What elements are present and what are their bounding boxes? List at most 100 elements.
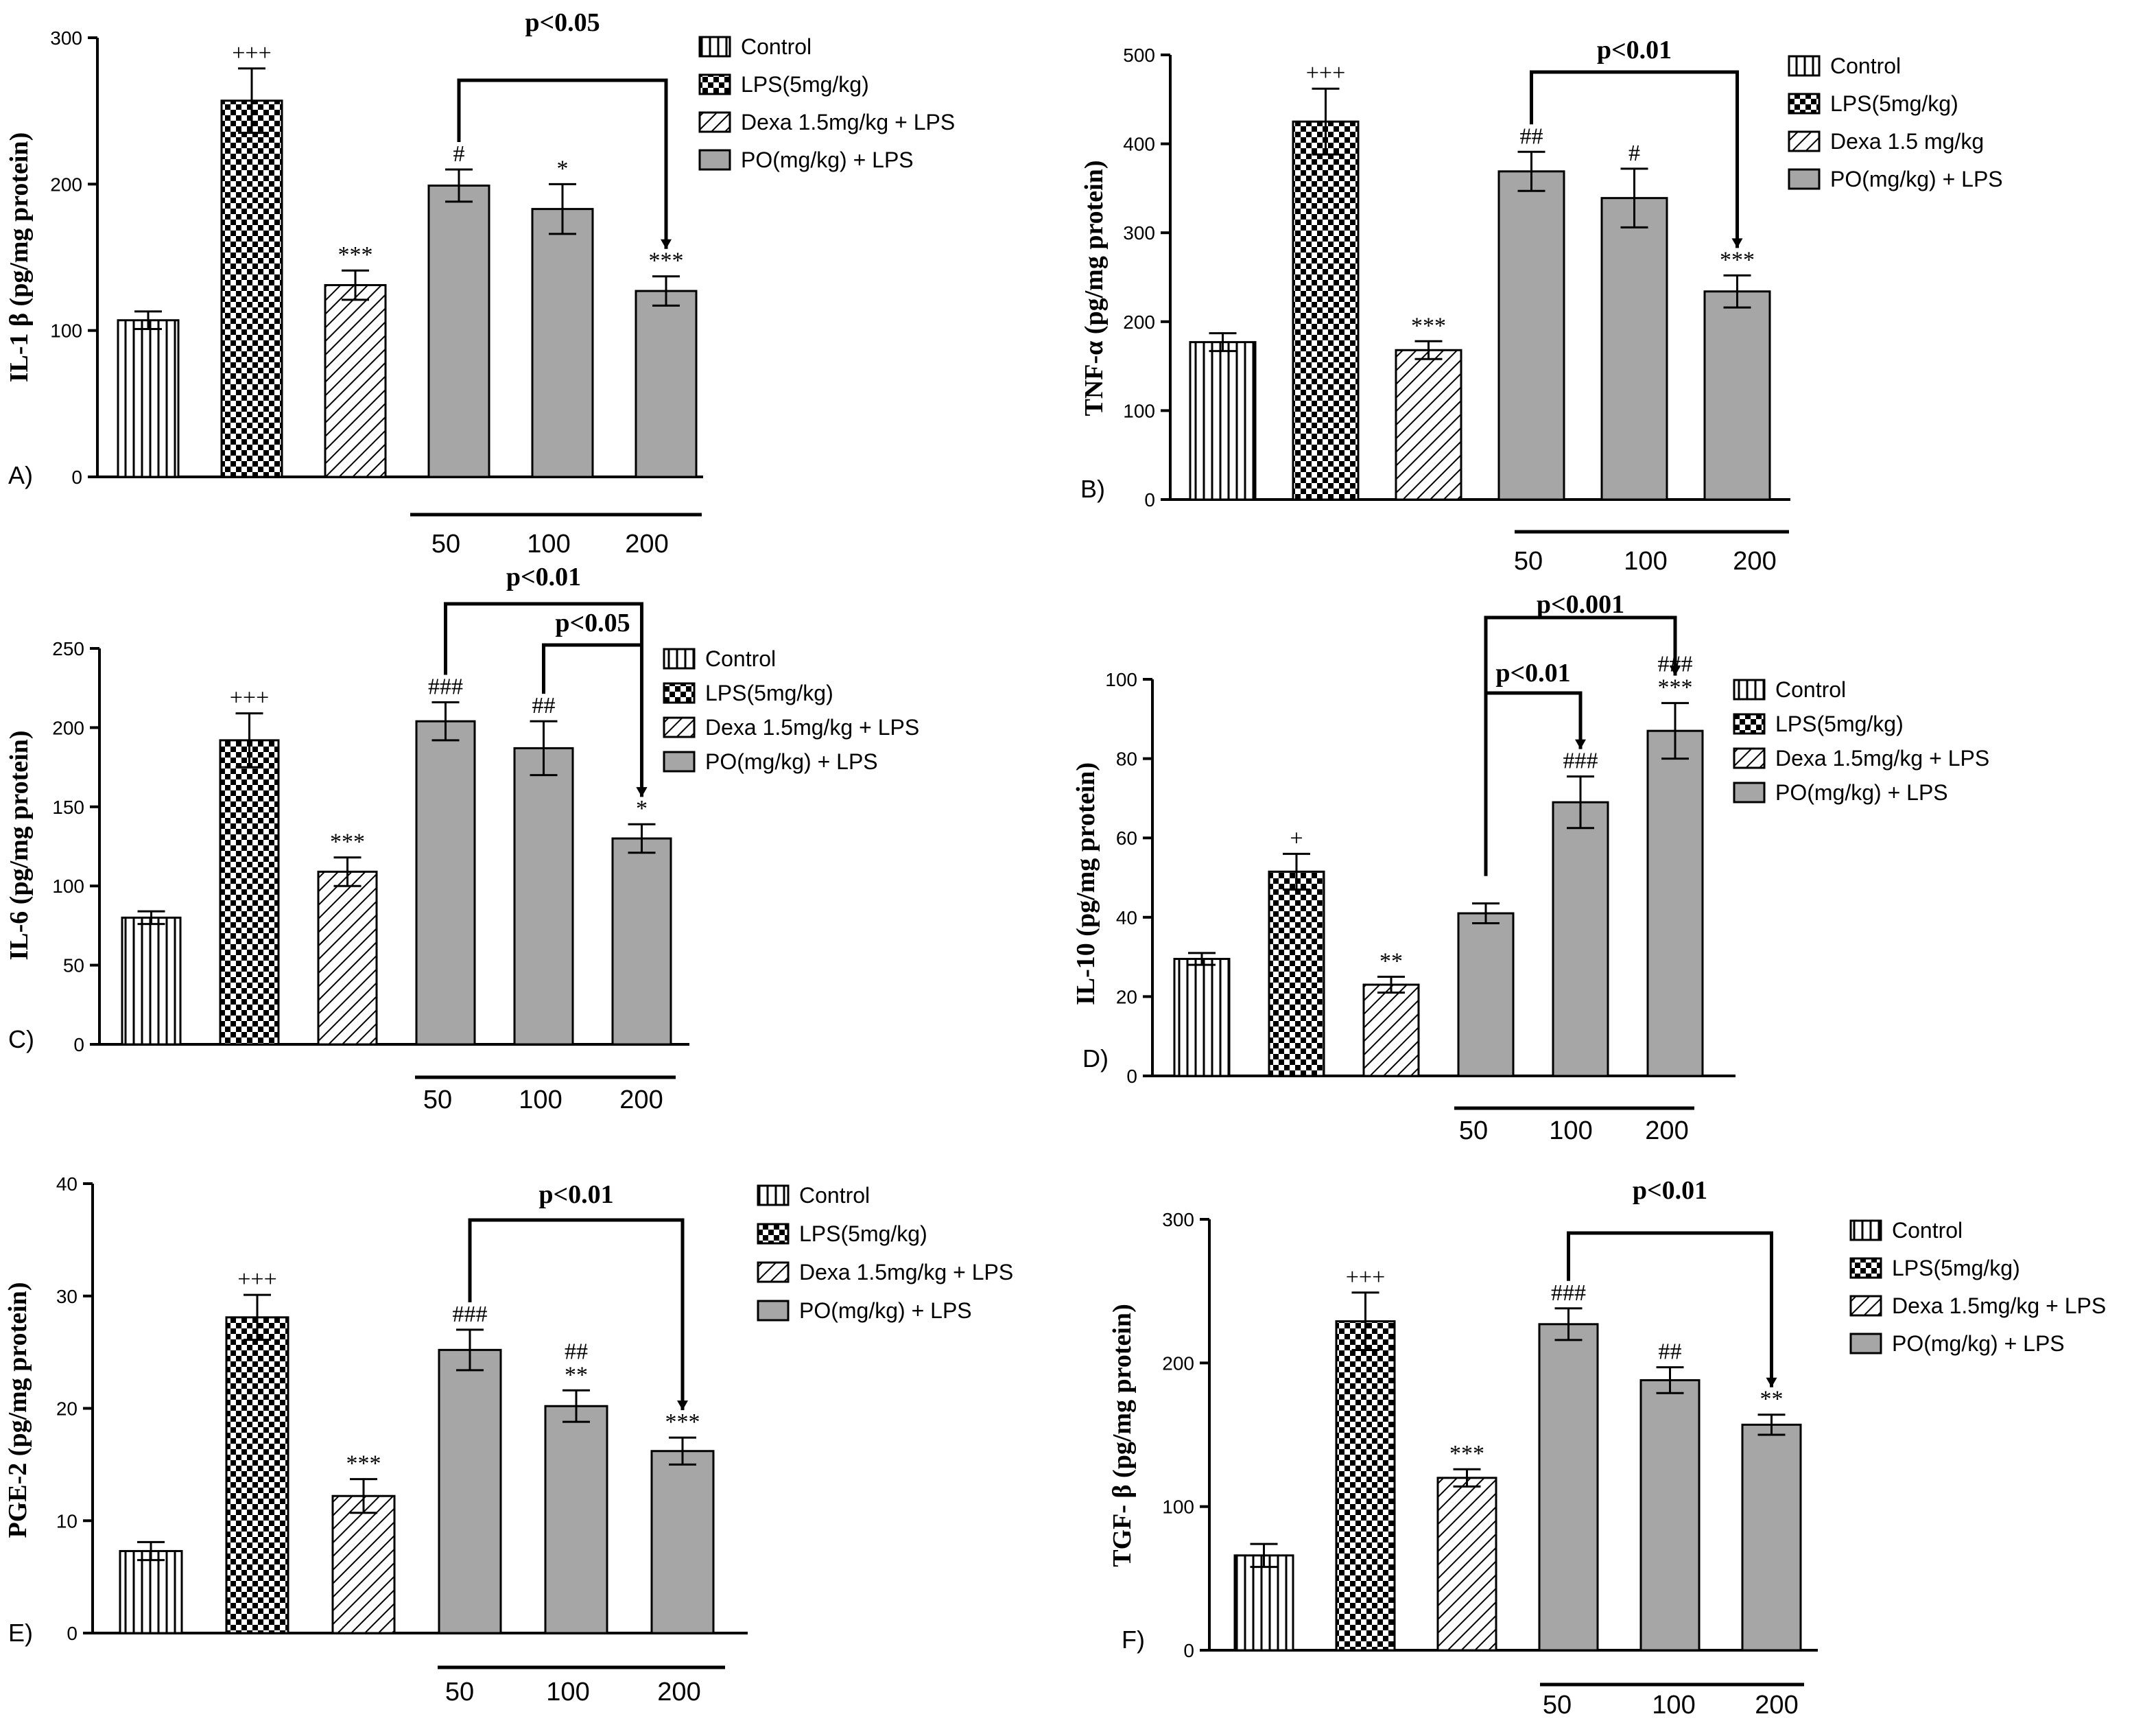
significance-mark: +++ [237,1267,277,1292]
legend-swatch [757,1184,790,1206]
legend-swatch [757,1261,790,1283]
y-tick-label: 100 [1162,1497,1194,1518]
bar [1362,983,1420,1077]
bracket-label: p<0.01 [506,563,581,591]
legend: Control LPS(5mg/kg) Dexa 1.5mg/kg + LPS PO(… [757,1183,1013,1323]
legend-entry: Dexa 1.5mg/kg + LPS [741,110,955,134]
legend-entry: PO(mg/kg) + LPS [741,148,914,172]
y-tick-label: 20 [56,1398,78,1420]
bar [1703,290,1771,501]
bracket-arrowhead [661,239,672,249]
legend-swatch [1733,747,1766,769]
significance-mark: ** [1760,1387,1784,1412]
significance-mark: ** [565,1362,588,1387]
dose-label: 200 [657,1678,700,1706]
significance-mark: # [453,141,465,167]
bar [611,837,672,1046]
significance-mark: ## [1659,1339,1682,1365]
bar [1457,912,1515,1077]
legend: Control LPS(5mg/kg) Dexa 1.5 mg/kg PO(mg/kg… [1788,54,2003,191]
legend-swatch [1788,55,1821,77]
y-tick-label: 10 [56,1510,78,1532]
significance-mark: ** [1379,949,1403,974]
bracket-arrowhead [1575,739,1586,749]
y-tick-label: 40 [1116,907,1137,928]
legend-entry: PO(mg/kg) + LPS [1775,780,1948,805]
legend-swatch [1849,1257,1882,1279]
y-axis-label: PGE-2 (pg/mg protein) [3,1282,32,1538]
bar [1741,1423,1802,1652]
legend-entry: Control [799,1183,870,1208]
legend-entry: Dexa 1.5mg/kg + LPS [799,1260,1013,1285]
legend-entry: PO(mg/kg) + LPS [1892,1331,2065,1356]
y-axis-label: IL-10 (pg/mg protein) [1071,762,1100,1005]
y-tick-label: 40 [56,1173,78,1195]
legend-entry: LPS(5mg/kg) [705,681,833,705]
bar [1639,1379,1701,1652]
legend: Control LPS(5mg/kg) Dexa 1.5mg/kg + LPS PO(… [1849,1218,2106,1356]
legend-entry: Dexa 1.5mg/kg + LPS [705,715,919,740]
significance-mark: ### [1563,749,1598,774]
panel-label: A) [8,461,33,489]
legend-entry: Dexa 1.5mg/kg + LPS [1775,746,1989,771]
legend: Control LPS(5mg/kg) Dexa 1.5mg/kg + LPS PO(… [663,646,919,774]
bar [513,747,574,1046]
bar [635,290,698,478]
bar [220,99,283,478]
bar [1173,957,1231,1077]
bar [317,870,378,1046]
bracket-arrowhead [677,1400,688,1411]
legend-entry: LPS(5mg/kg) [799,1221,927,1246]
dose-label: 50 [423,1086,452,1114]
y-tick-label: 100 [52,876,84,897]
legend-swatch [663,648,696,670]
panel-label: C) [8,1025,34,1053]
legend-entry: Control [1892,1218,1963,1243]
bar [324,284,387,478]
legend-swatch [698,36,731,58]
significance-mark: # [1628,141,1640,166]
legend: Control LPS(5mg/kg) Dexa 1.5mg/kg + LPS PO(… [698,34,955,172]
y-tick-label: 20 [1116,986,1137,1007]
bar [1497,170,1565,501]
dose-label: 200 [625,530,668,559]
y-tick-label: 300 [50,27,82,49]
significance-bracket [457,78,668,249]
y-axis-label: TNF-α (pg/mg protein) [1080,160,1109,416]
chart-panel-5: 0 10 20 30 40 PGE-2 (pg/mg protein) E) +++ *** ##… [3,1173,1013,1706]
bar [1268,870,1325,1077]
significance-mark: +++ [230,685,270,711]
bar [531,208,594,478]
legend-swatch [1849,1219,1882,1241]
panel-label: D) [1082,1044,1109,1072]
legend-swatch [1788,168,1821,190]
y-tick-label: 0 [67,1623,78,1644]
y-tick-label: 50 [63,955,84,976]
significance-mark: *** [665,1409,700,1435]
legend-swatch [1849,1295,1882,1317]
legend-entry: Dexa 1.5mg/kg + LPS [1892,1293,2106,1318]
bracket-arrowhead [1670,666,1681,676]
significance-bracket [1484,691,1583,876]
dose-label: 200 [619,1086,663,1114]
bar [415,720,476,1046]
significance-mark: +++ [232,40,272,66]
bracket-arrowhead [1731,238,1743,248]
y-tick-label: 30 [56,1286,78,1307]
bar [1538,1323,1599,1652]
bar [1233,1554,1294,1652]
significance-mark: + [1290,825,1303,851]
dose-label: 200 [1733,547,1776,576]
y-tick-label: 100 [1123,400,1155,421]
legend-entry: PO(mg/kg) + LPS [705,749,878,774]
bracket-label: p<0.01 [1633,1176,1707,1205]
y-tick-label: 400 [1123,134,1155,155]
legend-swatch [698,73,731,95]
bar [119,1549,183,1634]
y-tick-label: 200 [1162,1352,1194,1374]
y-tick-label: 0 [71,467,82,488]
significance-bracket [1567,1231,1773,1387]
y-tick-label: 200 [50,174,82,195]
significance-mark: * [557,156,569,181]
